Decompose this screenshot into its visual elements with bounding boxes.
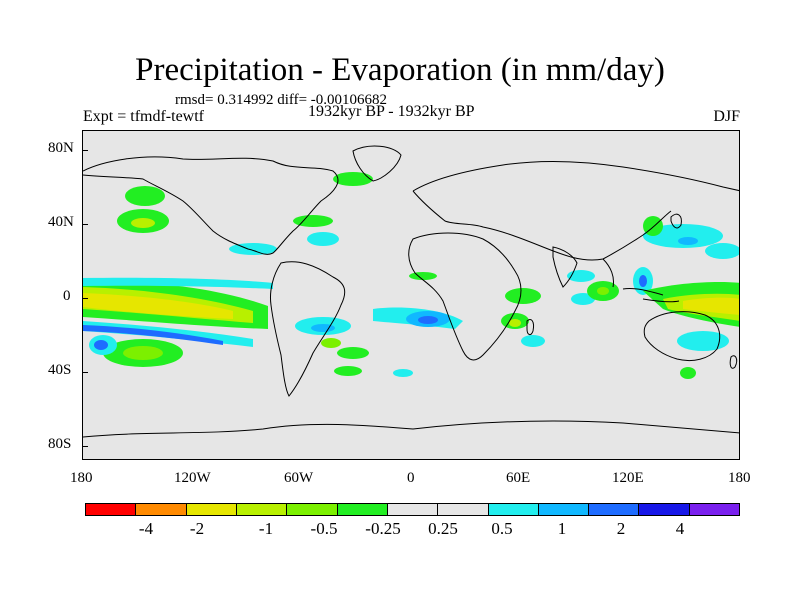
- field-patch: [567, 270, 595, 282]
- field-patch: [311, 324, 335, 332]
- coastlines: [83, 145, 739, 438]
- field-patch: [321, 338, 341, 348]
- colorbar-swatch: [589, 504, 640, 515]
- tick-eq: [82, 298, 88, 299]
- field-patch: [683, 297, 739, 315]
- coastline: [408, 232, 522, 361]
- field-patch: [597, 287, 609, 295]
- field-patch: [131, 218, 155, 228]
- lon-label-0: 0: [407, 470, 415, 486]
- colorbar: [85, 503, 740, 516]
- colorbar-swatch: [438, 504, 489, 515]
- field-patch: [680, 367, 696, 379]
- colorbar-label: 0.25: [428, 519, 458, 538]
- colorbar-label: -4: [138, 519, 154, 538]
- field-patch: [678, 237, 698, 245]
- period-label: 1932kyr BP - 1932kyr BP: [308, 103, 475, 120]
- colorbar-swatch: [236, 504, 288, 515]
- field-patch: [333, 172, 373, 186]
- coastline: [526, 318, 534, 336]
- experiment-label: Expt = tfmdf-tewtf: [83, 108, 204, 125]
- lat-label-80s: 80S: [48, 436, 72, 452]
- colorbar-swatch: [186, 504, 237, 515]
- coastline: [729, 355, 738, 369]
- colorbar-label: -2: [189, 519, 205, 538]
- colorbar-swatch: [538, 504, 590, 515]
- field-patch: [123, 346, 163, 360]
- tick-40n: [82, 224, 88, 225]
- colorbar-label: -1: [258, 519, 274, 538]
- field-patch: [521, 335, 545, 347]
- field-patch: [293, 215, 333, 227]
- field-patch: [409, 272, 437, 280]
- field-patch: [307, 232, 339, 246]
- coastline: [83, 156, 339, 255]
- lat-label-80n: 80N: [48, 140, 74, 156]
- field-patch: [125, 186, 165, 206]
- field-patch: [639, 275, 647, 287]
- colorbar-swatch: [86, 504, 137, 515]
- field-patch: [643, 224, 723, 248]
- coastline: [412, 160, 739, 261]
- stats-text: rmsd= 0.314992 diff= -0.00106682: [175, 92, 388, 108]
- colorbar-swatch: [689, 504, 740, 515]
- colorbar-swatch: [639, 504, 690, 515]
- field-patch: [505, 288, 541, 304]
- coastline: [83, 420, 739, 438]
- field-patch: [83, 293, 233, 319]
- field-patch: [677, 331, 729, 351]
- field-patch: [229, 243, 277, 255]
- colorbar-label: -0.25: [365, 519, 401, 538]
- map-plot: [82, 130, 740, 460]
- colorbar-label: 0.5: [491, 519, 513, 538]
- coastline: [352, 145, 402, 182]
- colorbar-swatch: [387, 504, 439, 515]
- tick-80n: [82, 150, 88, 151]
- lon-label-180e: 180: [728, 470, 751, 486]
- colorbar-label: -0.5: [310, 519, 338, 538]
- field-patch: [393, 369, 413, 377]
- colorbar-swatch: [287, 504, 338, 515]
- lon-label-120e: 120E: [612, 470, 644, 486]
- colorbar-swatch: [337, 504, 388, 515]
- field-patch: [334, 366, 362, 376]
- field-patch: [418, 316, 438, 324]
- field-patch: [571, 293, 595, 305]
- lon-label-60e: 60E: [506, 470, 531, 486]
- season-label: DJF: [713, 108, 740, 125]
- colorbar-label: 1: [557, 519, 567, 538]
- field-patch: [83, 325, 223, 345]
- field-patch: [705, 243, 739, 259]
- lon-label-120w: 120W: [174, 470, 211, 486]
- coastline: [643, 311, 721, 362]
- colorbar-swatch: [136, 504, 187, 515]
- colorbar-label: 2: [616, 519, 626, 538]
- coastline: [552, 246, 578, 288]
- colorbar-label: 4: [675, 519, 685, 538]
- lat-label-0: 0: [63, 288, 71, 304]
- pe-field: [83, 172, 739, 379]
- coastline: [270, 261, 346, 397]
- field-patch: [83, 277, 273, 289]
- tick-40s: [82, 372, 88, 373]
- lon-label-180w: 180: [70, 470, 93, 486]
- lat-label-40s: 40S: [48, 362, 72, 378]
- field-patch: [509, 319, 521, 327]
- coastline: [670, 213, 682, 229]
- coastline: [602, 258, 680, 303]
- field-patch: [94, 340, 108, 350]
- map-title: Precipitation - Evaporation (in mm/day): [135, 52, 665, 88]
- tick-80s: [82, 446, 88, 447]
- lat-label-40n: 40N: [48, 214, 74, 230]
- field-patch: [337, 347, 369, 359]
- lon-label-60w: 60W: [284, 470, 314, 486]
- colorbar-swatch: [488, 504, 539, 515]
